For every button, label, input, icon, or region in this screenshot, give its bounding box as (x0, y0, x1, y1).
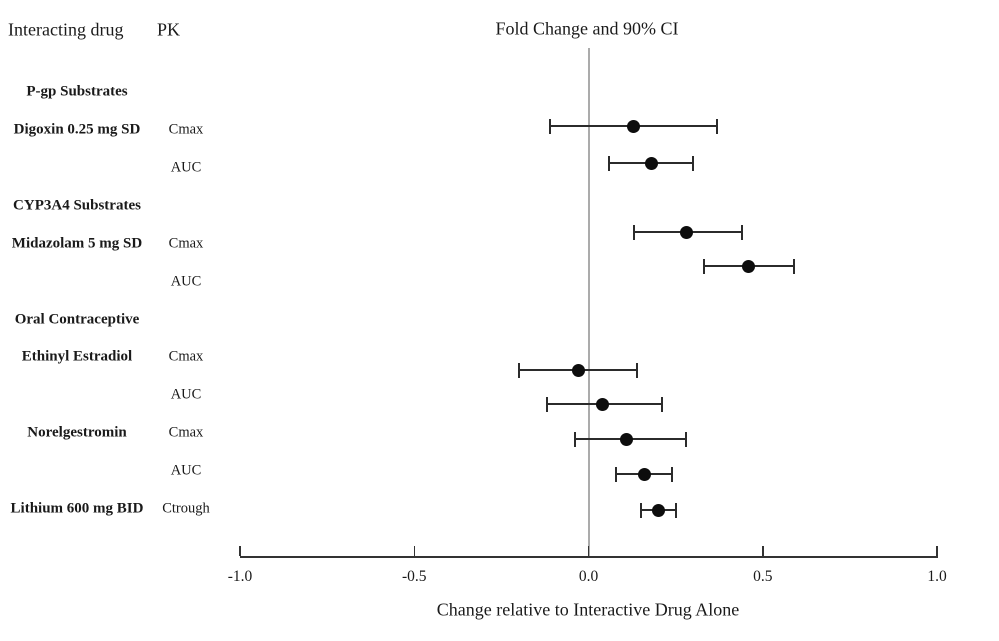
ci-cap-left (517, 362, 520, 378)
point-marker (679, 225, 693, 239)
x-axis-tick (936, 546, 938, 556)
x-axis-tick (762, 546, 764, 556)
x-axis-tick-label: -0.5 (401, 568, 427, 585)
ci-cap-right (674, 502, 677, 518)
point-marker (627, 119, 641, 133)
point-marker (595, 397, 609, 411)
ci-cap-right (636, 362, 639, 378)
ci-cap-left (549, 118, 552, 134)
pk-label: AUC (170, 462, 202, 479)
plot-title: Fold Change and 90% CI (495, 18, 679, 39)
ci-cap-right (685, 431, 688, 447)
point-marker (637, 467, 651, 481)
x-axis-title: Change relative to Interactive Drug Alon… (436, 599, 740, 620)
drug-label: Norelgestromin (27, 424, 127, 441)
group-label: CYP3A4 Substrates (13, 197, 141, 214)
ci-cap-right (740, 224, 743, 240)
ci-cap-left (545, 396, 548, 412)
x-axis-tick (587, 546, 590, 556)
column-header-interacting-drug: Interacting drug (8, 19, 124, 40)
drug-label: Digoxin 0.25 mg SD (13, 121, 141, 138)
ci-cap-right (692, 155, 695, 171)
ci-cap-left (608, 155, 611, 171)
ci-cap-right (660, 396, 663, 412)
ci-cap-right (793, 258, 796, 274)
point-marker (651, 503, 665, 517)
drug-label: Ethinyl Estradiol (21, 348, 133, 365)
x-axis-tick-label: -1.0 (227, 568, 253, 585)
x-axis-tick-label: 0.0 (578, 568, 599, 585)
pk-label: Ctrough (162, 500, 210, 517)
group-label: P-gp Substrates (26, 83, 128, 100)
pk-label: Cmax (168, 121, 204, 138)
pk-label: Cmax (168, 424, 204, 441)
x-axis-tick-label: 0.5 (753, 568, 773, 585)
ci-cap-right (716, 118, 719, 134)
drug-label: Midazolam 5 mg SD (11, 235, 143, 252)
drug-label: Lithium 600 mg BID (10, 500, 144, 517)
ci-cap-left (615, 466, 618, 482)
pk-label: Cmax (168, 235, 204, 252)
point-marker (571, 363, 585, 377)
point-marker (742, 259, 756, 273)
pk-label: AUC (170, 386, 202, 403)
ci-cap-left (702, 258, 705, 274)
ci-cap-left (573, 431, 576, 447)
point-marker (620, 432, 634, 446)
x-axis-tick (413, 546, 415, 556)
x-axis-tick-label: 1.0 (927, 568, 947, 585)
point-marker (644, 156, 658, 170)
ci-cap-left (632, 224, 635, 240)
ci-cap-left (639, 502, 642, 518)
column-header-pk: PK (157, 19, 181, 40)
zero-reference-line (587, 48, 590, 558)
x-axis-line (240, 556, 938, 558)
pk-label: AUC (170, 159, 202, 176)
pk-label: Cmax (168, 348, 204, 365)
x-axis-tick (239, 546, 241, 556)
group-label: Oral Contraceptive (14, 311, 140, 328)
pk-label: AUC (170, 273, 202, 290)
ci-cap-right (671, 466, 674, 482)
